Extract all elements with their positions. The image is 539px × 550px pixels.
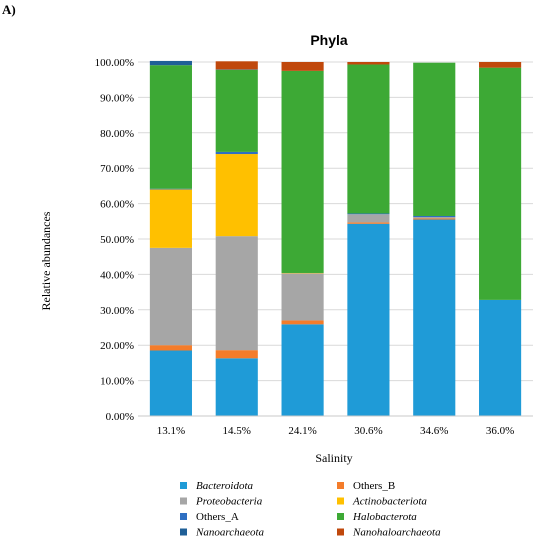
bar-segment-halobacterota <box>149 65 192 189</box>
bar-segment-bacteroidota <box>413 219 456 416</box>
y-tick-label: 10.00% <box>100 376 134 388</box>
bar-segment-proteobacteria <box>413 217 456 219</box>
legend-swatch <box>337 528 344 536</box>
legend-label: Nanoarchaeota <box>195 527 265 539</box>
legend-swatch <box>180 497 187 505</box>
bar-segment-halobacterota <box>413 62 456 216</box>
bar-segment-others-b <box>215 350 258 359</box>
legend-swatch <box>180 528 187 536</box>
x-axis-title: Salinity <box>315 451 352 465</box>
bar-segment-others-a <box>413 215 456 218</box>
bar-segment-actinobacteriota <box>215 154 258 237</box>
y-axis-title: Relative abundances <box>39 211 53 310</box>
bar-segment-actinobacteriota <box>149 189 192 248</box>
bar-segment-bacteroidota <box>281 324 324 416</box>
bar-segment-nanohaloarchaeota <box>215 61 258 70</box>
legend-swatch <box>337 482 344 489</box>
bar-segment-proteobacteria <box>347 214 390 223</box>
y-tick-label: 60.00% <box>100 199 134 211</box>
bar-segment-others-b <box>347 222 390 224</box>
bar-segment-proteobacteria <box>149 247 192 346</box>
bar-segment-halobacterota <box>347 64 390 214</box>
x-axis-ticks: 13.1% 14.5% 24.1% 30.6% 34.6% 36.0% <box>157 425 515 437</box>
bar-segment-nanohaloarchaeota <box>281 62 324 71</box>
legend-swatch <box>180 513 187 520</box>
chart-title: Phyla <box>310 32 348 48</box>
y-tick-label: 90.00% <box>100 92 134 104</box>
x-tick-label: 30.6% <box>354 425 382 437</box>
bar-segment-others-a <box>215 151 258 155</box>
legend-label: Bacteroidota <box>196 480 254 492</box>
bar-segment-proteobacteria <box>215 236 258 351</box>
bar-segment-others-b <box>149 345 192 351</box>
y-tick-label: 20.00% <box>100 340 134 352</box>
legend-swatch <box>337 497 344 505</box>
y-tick-label: 100.00% <box>95 57 134 69</box>
bar-segment-others-a <box>149 188 192 190</box>
y-tick-label: 30.00% <box>100 305 134 317</box>
bar-segment-halobacterota <box>215 69 258 152</box>
bars <box>149 60 522 416</box>
legend-label: Halobacterota <box>352 511 417 523</box>
bar-segment-halobacterota <box>281 70 324 273</box>
y-tick-label: 70.00% <box>100 163 134 175</box>
bar-segment-nanohaloarchaeota <box>479 62 522 68</box>
bar-segment-nanoarchaeota <box>149 60 192 66</box>
legend-label: Nanohaloarchaeota <box>352 527 441 539</box>
legend-label: Others_B <box>353 480 395 492</box>
bar-segment-nanohaloarchaeota <box>347 62 390 65</box>
bar-segment-bacteroidota <box>149 350 192 416</box>
y-axis-ticks: 0.00% 10.00% 20.00% 30.00% 40.00% 50.00% 60.00… <box>95 57 134 423</box>
x-tick-label: 14.5% <box>223 425 251 437</box>
x-tick-label: 34.6% <box>420 425 448 437</box>
bar-segment-bacteroidota <box>215 358 258 416</box>
x-tick-label: 36.0% <box>486 425 514 437</box>
bar-segment-others-a <box>347 213 390 215</box>
y-tick-label: 0.00% <box>106 411 134 423</box>
bar-segment-bacteroidota <box>479 299 522 416</box>
bar-segment-proteobacteria <box>281 273 324 321</box>
bar-segment-bacteroidota <box>347 223 390 416</box>
y-tick-label: 80.00% <box>100 128 134 140</box>
legend-swatch <box>180 482 187 489</box>
legend-label: Actinobacteriota <box>352 496 427 508</box>
legend-label: Others_A <box>196 511 239 523</box>
y-tick-label: 40.00% <box>100 269 134 281</box>
x-tick-label: 24.1% <box>288 425 316 437</box>
bar-segment-halobacterota <box>479 67 522 300</box>
bar-segment-others-b <box>413 218 456 220</box>
legend-label: Proteobacteria <box>195 496 263 508</box>
y-tick-label: 50.00% <box>100 234 134 246</box>
panel-label: A) <box>2 2 16 17</box>
bar-segment-others-b <box>281 320 324 325</box>
legend-swatch <box>337 513 344 520</box>
legend: Bacteroidota Others_B Proteobacteria Actino… <box>180 480 441 539</box>
gridlines <box>138 61 533 382</box>
x-tick-label: 13.1% <box>157 425 185 437</box>
